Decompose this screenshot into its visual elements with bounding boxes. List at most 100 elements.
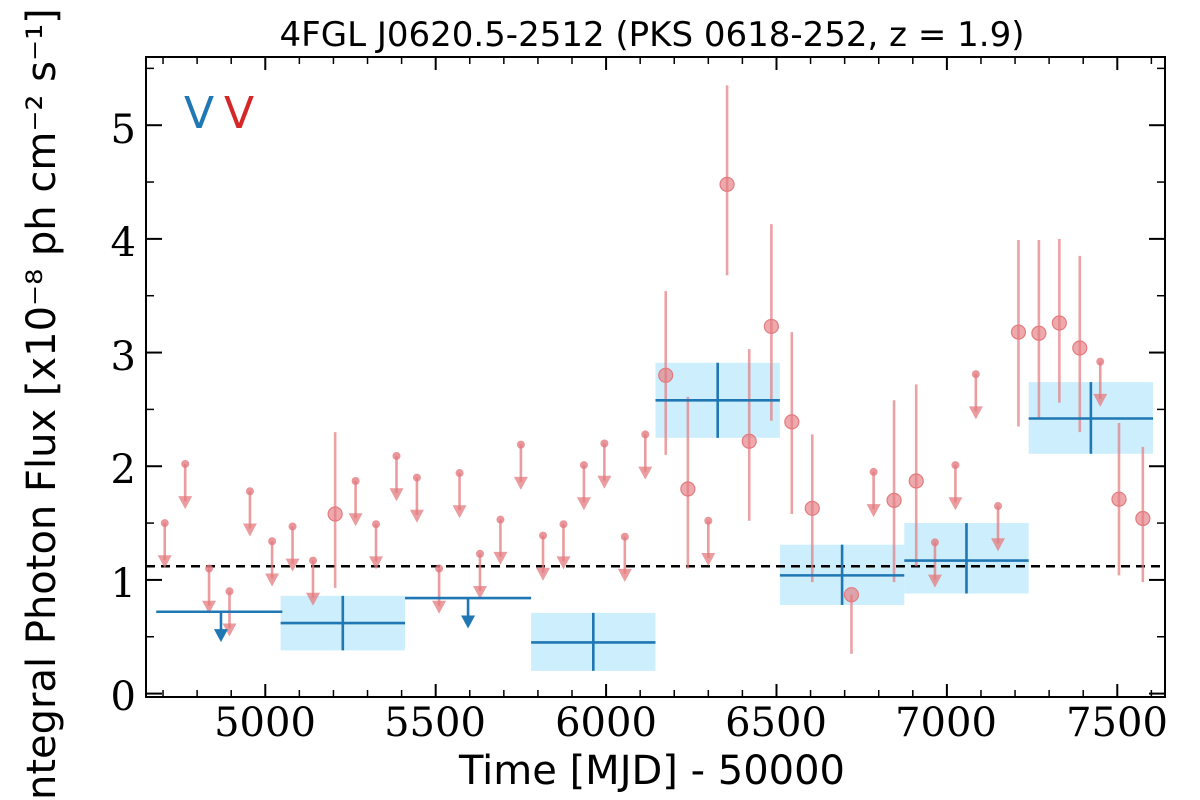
y-tick-labels: 0 1 2 3 4 5 bbox=[111, 107, 136, 720]
short-bin-upper-limit-cap bbox=[392, 452, 401, 461]
short-bin-upper-limit-cap bbox=[496, 515, 505, 524]
short-bin-upper-limit-arrow-head bbox=[536, 567, 551, 581]
short-bin-upper-limit-arrow-head bbox=[157, 555, 172, 569]
short-bin-upper-limit-cap bbox=[288, 522, 297, 531]
legend: V V bbox=[184, 88, 254, 139]
x-tick-label: 6500 bbox=[725, 700, 827, 746]
short-bin-upper-limit-cap bbox=[181, 459, 190, 468]
short-bin-upper-limit-arrow-head bbox=[409, 509, 424, 523]
short-bin-upper-limit-arrow-head bbox=[927, 574, 942, 588]
x-tick-label: 7000 bbox=[895, 700, 997, 746]
short-bin-upper-limit-cap bbox=[205, 564, 214, 573]
short-bin-point bbox=[680, 481, 696, 497]
short-bin-point bbox=[1072, 340, 1088, 356]
short-bin-upper-limit-arrow-head bbox=[968, 406, 983, 420]
short-bin-points bbox=[157, 85, 1151, 654]
short-bin-upper-limit-arrow-head bbox=[866, 504, 881, 518]
short-bin-upper-limit-arrow-head bbox=[1093, 393, 1108, 407]
short-bin-upper-limit-arrow-head bbox=[948, 497, 963, 511]
short-bin-point bbox=[327, 506, 343, 522]
short-bin-point bbox=[1135, 510, 1151, 527]
short-bin-upper-limit-arrow-head bbox=[305, 592, 320, 606]
short-bin-point bbox=[719, 176, 735, 192]
short-bin-upper-limit-cap bbox=[559, 520, 568, 529]
short-bin-upper-limit-cap bbox=[951, 461, 960, 470]
short-bin-upper-limit-arrow-head bbox=[432, 600, 447, 614]
x-tick-label: 5500 bbox=[384, 700, 486, 746]
short-bin-upper-limit-arrow-head bbox=[452, 505, 467, 519]
short-bin-upper-limit-cap bbox=[435, 564, 444, 573]
short-bin-upper-limit-cap bbox=[1096, 357, 1105, 366]
short-bin-upper-limit-arrow-head bbox=[265, 573, 280, 587]
y-axis-label: Integral Photon Flux [x10⁻⁸ ph cm⁻² s⁻¹] bbox=[19, 8, 65, 800]
y-tick-label: 4 bbox=[111, 220, 136, 266]
short-bin-point bbox=[1031, 325, 1047, 341]
short-bin-upper-limit-arrow-head bbox=[617, 568, 632, 582]
short-bin-upper-limit-arrow-head bbox=[638, 466, 653, 480]
short-bin-upper-limit-cap bbox=[268, 537, 277, 546]
wide-bin-upper-limit-head bbox=[213, 629, 228, 643]
short-bin-upper-limit-arrow-head bbox=[513, 476, 528, 490]
short-bin-upper-limit-cap bbox=[225, 587, 234, 596]
wide-bin-points bbox=[156, 362, 1154, 671]
x-tick-label: 6000 bbox=[555, 700, 657, 746]
short-bin-upper-limit-arrow-head bbox=[242, 523, 257, 537]
short-bin-upper-limit-cap bbox=[516, 440, 525, 449]
short-bin-point bbox=[658, 367, 674, 383]
short-bin-upper-limit-cap bbox=[579, 461, 588, 470]
short-bin-point bbox=[741, 433, 757, 449]
short-bin-point bbox=[1051, 315, 1067, 331]
short-bin-upper-limit-arrow-head bbox=[202, 600, 217, 614]
short-bin-upper-limit-cap bbox=[308, 556, 317, 565]
y-tick-label: 3 bbox=[111, 334, 136, 380]
short-bin-upper-limit-cap bbox=[539, 531, 548, 540]
short-bin-upper-limit-cap bbox=[930, 538, 939, 547]
short-bin-upper-limit-cap bbox=[869, 467, 878, 476]
short-bin-upper-limit-cap bbox=[704, 516, 713, 525]
short-bin-point bbox=[843, 587, 860, 603]
short-bin-upper-limit-cap bbox=[245, 487, 254, 496]
short-bin-upper-limit-cap bbox=[412, 473, 421, 482]
short-bin-upper-limit-cap bbox=[160, 519, 169, 528]
short-bin-point bbox=[763, 318, 779, 335]
short-bin-point bbox=[784, 414, 800, 430]
legend-entry-blue: V bbox=[184, 88, 214, 139]
short-bin-upper-limit-cap bbox=[641, 430, 650, 439]
wide-bin-upper-limit-head bbox=[461, 615, 476, 629]
short-bin-upper-limit-arrow-head bbox=[597, 475, 612, 489]
x-tick-labels: 5000 5500 6000 6500 7000 7500 bbox=[214, 700, 1168, 746]
short-bin-upper-limit-arrow-head bbox=[576, 497, 591, 511]
y-tick-label: 5 bbox=[111, 107, 136, 153]
plot-frame bbox=[145, 56, 1166, 698]
short-bin-point bbox=[1111, 491, 1127, 507]
short-bin-upper-limit-arrow-head bbox=[701, 552, 716, 566]
short-bin-point bbox=[886, 492, 902, 508]
short-bin-upper-limit-cap bbox=[351, 477, 360, 486]
short-bin-upper-limit-cap bbox=[600, 439, 609, 448]
x-tick-label: 7500 bbox=[1066, 700, 1168, 746]
short-bin-upper-limit-arrow-head bbox=[222, 623, 237, 637]
y-tick-label: 2 bbox=[111, 447, 136, 493]
short-bin-upper-limit-cap bbox=[994, 502, 1003, 511]
short-bin-upper-limit-arrow-head bbox=[348, 513, 363, 527]
short-bin-upper-limit-arrow-head bbox=[472, 585, 487, 599]
short-bin-upper-limit-cap bbox=[372, 520, 381, 529]
short-bin-upper-limit-arrow-head bbox=[389, 488, 404, 502]
chart-title: 4FGL J0620.5-2512 (PKS 0618-252, z = 1.9… bbox=[280, 15, 1025, 55]
short-bin-upper-limit-cap bbox=[455, 469, 464, 478]
y-tick-label: 0 bbox=[111, 674, 136, 720]
axis-ticks bbox=[146, 57, 1165, 697]
short-bin-point bbox=[804, 500, 820, 516]
short-bin-upper-limit-cap bbox=[620, 532, 629, 541]
short-bin-upper-limit-cap bbox=[475, 549, 484, 558]
short-bin-point bbox=[908, 473, 924, 489]
short-bin-upper-limit-arrow-head bbox=[285, 558, 300, 572]
short-bin-upper-limit-cap bbox=[971, 370, 980, 379]
short-bin-upper-limit-arrow-head bbox=[369, 556, 384, 570]
x-tick-label: 5000 bbox=[214, 700, 316, 746]
legend-entry-red: V bbox=[224, 88, 254, 139]
y-tick-label: 1 bbox=[111, 561, 136, 607]
short-bin-upper-limit-arrow-head bbox=[178, 496, 193, 510]
short-bin-point bbox=[1010, 324, 1027, 340]
